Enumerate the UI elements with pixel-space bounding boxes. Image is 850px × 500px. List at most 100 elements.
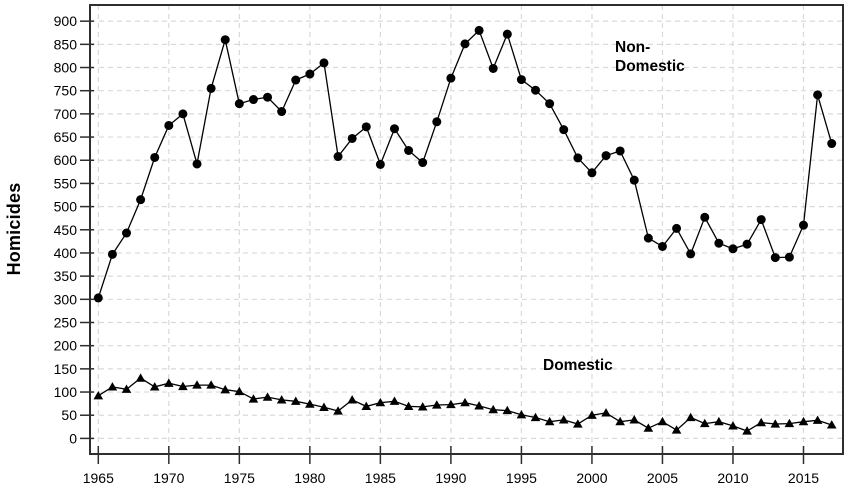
domestic-point [699,418,710,428]
x-tick-label: 1970 [153,470,184,486]
domestic-point [643,423,654,432]
nondomestic-point [516,75,526,85]
y-tick-label: 300 [54,291,78,307]
domestic-point [164,378,174,387]
nondomestic-point [164,120,174,130]
domestic-point [403,401,414,411]
nondomestic-point [178,109,188,119]
domestic-point [587,410,597,419]
nondomestic-point [220,35,230,45]
domestic-point [220,384,231,394]
nondomestic-point [277,107,287,117]
domestic-point [262,392,273,401]
y-tick-label: 50 [61,407,77,423]
domestic-point [460,397,470,407]
domestic-point [784,418,795,428]
nondomestic-point [206,83,216,93]
nondomestic-point [686,249,696,259]
domestic-point [671,425,682,434]
y-tick-label: 150 [54,361,78,377]
nondomestic-point [601,151,611,161]
nondomestic-point [700,212,710,222]
nondomestic-point [615,146,625,156]
domestic-point [573,419,583,428]
x-tick-label: 1990 [435,470,466,486]
nondomestic-point [657,241,667,251]
x-tick-label: 1985 [365,470,396,486]
domestic-point [149,382,160,391]
y-tick-label: 750 [54,83,78,99]
domestic-point [192,380,202,389]
domestic-point [361,401,372,411]
domestic-point [93,390,104,400]
domestic-point [248,394,259,403]
nondomestic-point [770,253,780,263]
x-tick-label: 2000 [576,470,607,486]
domestic-point [135,373,146,382]
x-tick-label: 2010 [717,470,748,486]
nondomestic-point [375,159,385,169]
nondomestic-point [432,117,442,127]
nondomestic-point [827,139,837,149]
domestic-point [234,386,245,396]
nondomestic-point [488,63,498,73]
y-tick-label: 900 [54,13,78,29]
domestic-point [333,406,343,415]
x-tick-label: 1965 [83,470,114,486]
y-tick-label: 200 [54,338,78,354]
nondomestic-point [263,92,273,102]
series-label-domestic: Domestic [543,357,613,374]
nondomestic-point [799,220,808,230]
domestic-point [446,399,456,409]
y-tick-label: 500 [54,199,78,215]
y-tick-label: 850 [54,36,78,52]
domestic-point [516,409,527,419]
nondomestic-point [629,175,639,185]
nondomestic-point [474,25,484,35]
y-tick-label: 650 [54,129,78,145]
domestic-point [389,396,400,405]
domestic-point [601,408,611,417]
y-tick-label: 250 [54,315,78,331]
domestic-point [657,416,668,426]
domestic-point [417,402,428,411]
nondomestic-point [361,122,371,132]
nondomestic-point [813,90,823,100]
domestic-point [558,415,569,424]
domestic-point [502,405,513,415]
nondomestic-point [291,75,301,85]
nondomestic-point [643,233,653,243]
domestic-point [544,416,555,426]
nondomestic-point [446,73,456,83]
x-tick-label: 1980 [294,470,325,486]
x-tick-label: 2005 [647,470,678,486]
nondomestic-point [742,239,752,249]
nondomestic-point [93,293,103,303]
y-axis-title: Homicides [4,182,24,276]
nondomestic-point [460,39,470,49]
nondomestic-series-line [97,29,833,299]
nondomestic-point [389,124,399,134]
y-tick-label: 350 [54,268,78,284]
domestic-point [276,395,287,404]
domestic-point [742,426,752,435]
y-tick-label: 550 [54,175,78,191]
nondomestic-point [333,152,343,162]
y-tick-label: 100 [54,384,78,400]
domestic-point [121,384,132,393]
nondomestic-point [136,195,146,205]
nondomestic-point [573,153,583,163]
nondomestic-point [122,228,132,238]
domestic-point [474,401,484,410]
nondomestic-point [107,249,117,259]
domestic-point [756,417,766,427]
y-tick-label: 600 [54,152,78,168]
x-tick-label: 1975 [224,470,255,486]
domestic-point [375,397,386,407]
domestic-point [431,400,442,409]
domestic-point [615,416,625,426]
x-tick-label: 2015 [788,470,819,486]
y-tick-label: 700 [54,106,78,122]
